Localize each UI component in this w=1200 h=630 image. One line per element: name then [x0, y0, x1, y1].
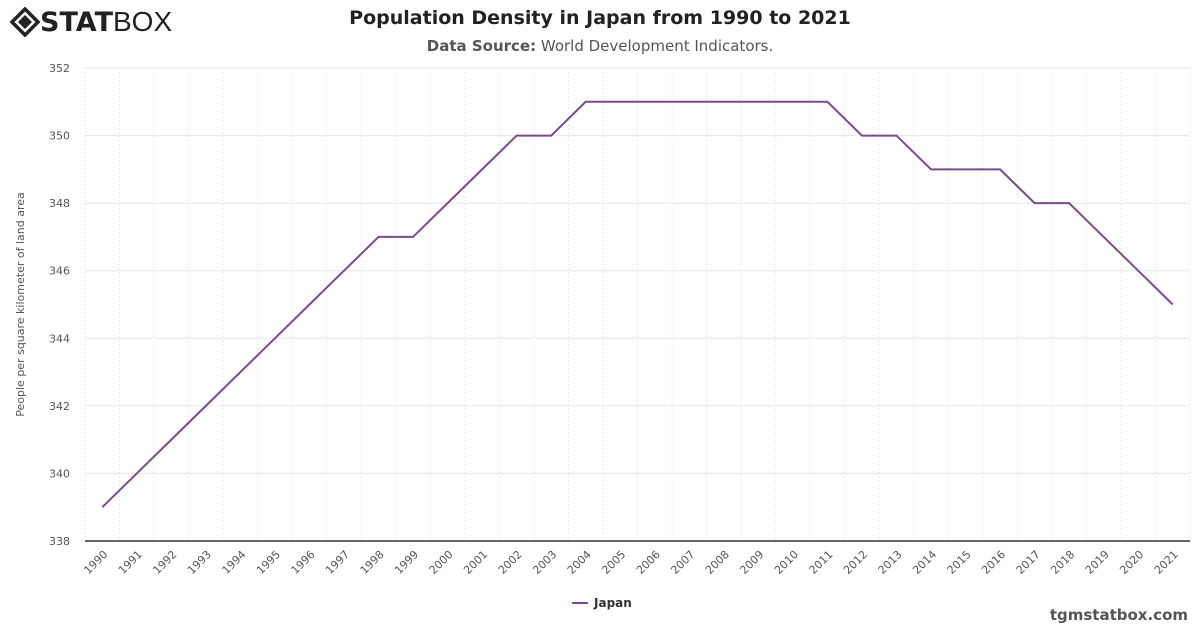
x-tick-label: 2002 [496, 548, 525, 577]
subtitle-text: World Development Indicators. [540, 37, 774, 55]
y-tick-label: 352 [49, 62, 70, 75]
x-tick-label: 2015 [945, 548, 974, 577]
x-tick-label: 2009 [737, 548, 766, 577]
x-tick-label: 1998 [358, 548, 387, 577]
x-tick-label: 2012 [841, 548, 870, 577]
x-tick-label: 2006 [634, 548, 663, 577]
x-tick-label: 2017 [1014, 548, 1043, 577]
x-tick-label: 2014 [910, 548, 939, 577]
y-tick-label: 338 [49, 535, 70, 548]
logo-text-bold: STAT [40, 6, 113, 38]
x-tick-label: 2013 [876, 548, 905, 577]
x-tick-label: 2010 [772, 548, 801, 577]
x-tick-label: 2020 [1117, 548, 1146, 577]
y-tick-label: 346 [49, 265, 70, 278]
x-tick-label: 2001 [461, 548, 490, 577]
x-tick-label: 2004 [565, 548, 594, 577]
logo-text-light: BOX [112, 6, 173, 37]
x-tick-label: 1993 [185, 548, 214, 577]
x-tick-label: 2016 [979, 548, 1008, 577]
x-tick-label: 1992 [150, 548, 179, 577]
x-tick-label: 1997 [323, 548, 352, 577]
x-tick-label: 2019 [1083, 548, 1112, 577]
y-axis-label: People per square kilometer of land area [14, 192, 27, 416]
x-tick-label: 2003 [530, 548, 559, 577]
subtitle-label: Data Source: [426, 37, 537, 55]
y-tick-label: 342 [49, 400, 70, 413]
x-tick-label: 2008 [703, 548, 732, 577]
diamond-logo-icon [10, 7, 40, 37]
x-tick-label: 1990 [81, 548, 110, 577]
chart-subtitle: Data Source: World Development Indicator… [0, 37, 1200, 55]
y-tick-label: 350 [49, 130, 70, 143]
y-tick-label: 344 [49, 332, 70, 345]
x-tick-label: 2007 [668, 548, 697, 577]
x-tick-label: 1994 [220, 548, 249, 577]
statbox-logo: STAT BOX [10, 6, 172, 38]
x-tick-label: 2011 [807, 548, 836, 577]
x-tick-label: 2005 [599, 548, 628, 577]
chart-title: Population Density in Japan from 1990 to… [349, 7, 851, 29]
y-tick-label: 348 [49, 197, 70, 210]
series-line-japan [101, 100, 1174, 508]
x-tick-label: 2018 [1048, 548, 1077, 577]
x-tick-label: 2021 [1152, 548, 1181, 577]
x-tick-label: 1991 [116, 548, 145, 577]
x-tick-label: 1995 [254, 548, 283, 577]
legend-label: Japan [593, 596, 632, 610]
x-tick-label: 2000 [427, 548, 456, 577]
watermark: tgmstatbox.com [1049, 606, 1188, 624]
x-tick-label: 1996 [289, 548, 318, 577]
y-tick-label: 340 [49, 467, 70, 480]
x-tick-label: 1999 [392, 548, 421, 577]
